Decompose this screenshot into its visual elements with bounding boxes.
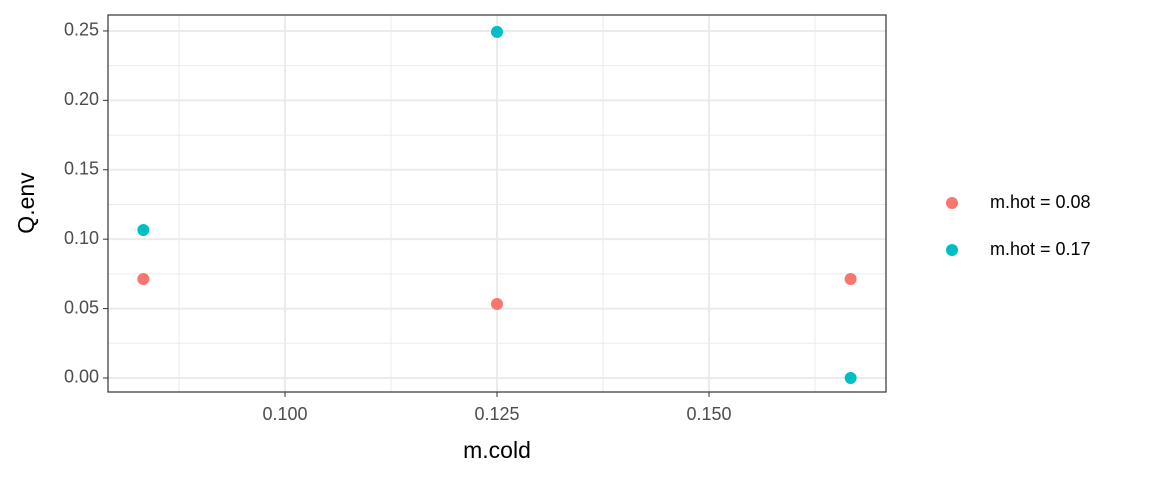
legend-label: m.hot = 0.08 (990, 192, 1091, 212)
x-axis-title: m.cold (463, 437, 531, 463)
legend-marker (946, 244, 958, 256)
y-tick-label: 0.10 (64, 228, 99, 248)
point (137, 273, 150, 286)
y-tick-label: 0.05 (64, 297, 99, 317)
legend-label: m.hot = 0.17 (990, 239, 1091, 259)
x-tick-label: 0.150 (686, 404, 731, 424)
y-tick-label: 0.20 (64, 89, 99, 109)
y-tick-label: 0.15 (64, 159, 99, 179)
y-axis-title: Q.env (13, 172, 39, 234)
x-tick-label: 0.125 (474, 404, 519, 424)
legend-marker (946, 197, 958, 209)
point (137, 224, 150, 237)
point (491, 25, 503, 38)
plot-border (107, 14, 887, 393)
point (844, 273, 857, 286)
y-tick-label: 0.00 (64, 367, 99, 387)
point (491, 297, 503, 310)
x-tick-label: 0.100 (262, 404, 307, 424)
point (844, 371, 857, 384)
y-tick-label: 0.25 (64, 20, 99, 40)
